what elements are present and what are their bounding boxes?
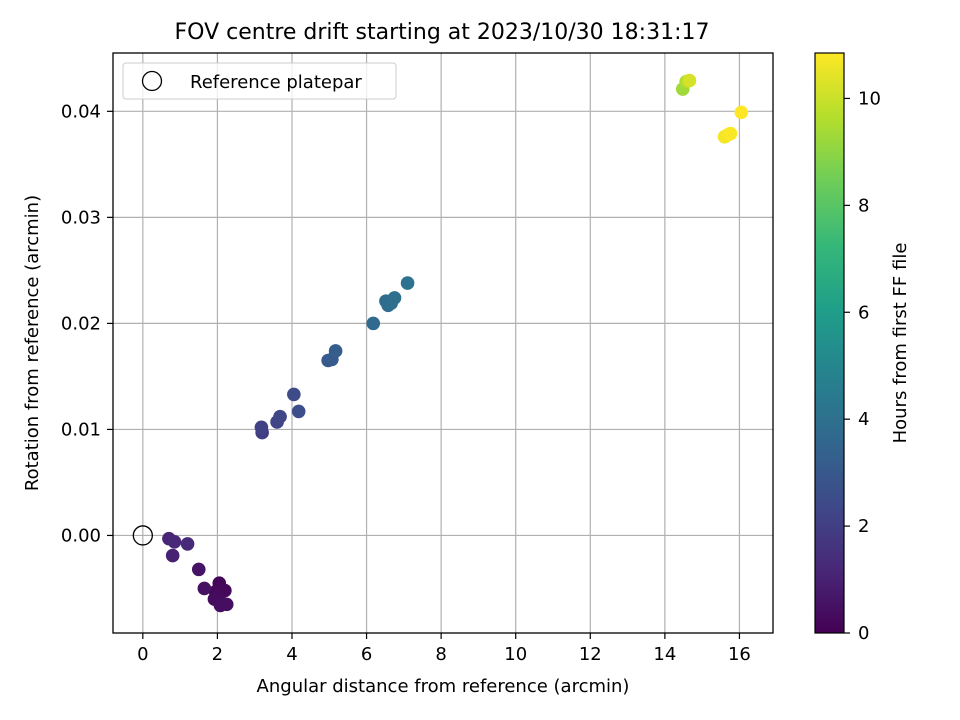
- colorbar-tick-label: 6: [858, 302, 869, 323]
- data-point: [254, 420, 269, 435]
- colorbar-label: Hours from first FF file: [890, 243, 911, 444]
- data-point: [287, 387, 301, 402]
- y-tick-label: 0.01: [61, 419, 101, 440]
- x-tick-label: 0: [137, 644, 148, 665]
- colorbar-tick-label: 0: [858, 623, 869, 644]
- data-point: [180, 537, 195, 551]
- grid: [113, 53, 773, 633]
- data-point: [273, 409, 287, 424]
- y-tick-label: 0.04: [61, 101, 101, 122]
- y-tick-label: 0.02: [61, 313, 101, 334]
- reference-platepar-marker: [132, 525, 153, 546]
- data-point: [328, 344, 343, 358]
- y-axis-ticks: 0.00 0.01 0.02 0.03 0.04: [61, 101, 113, 546]
- plot-frame: [112, 52, 774, 634]
- x-tick-label: 14: [653, 644, 676, 665]
- y-tick-label: 0.00: [61, 525, 101, 546]
- colorbar-tick-label: 8: [858, 195, 869, 216]
- data-point: [400, 276, 415, 290]
- data-points: [132, 73, 749, 613]
- x-tick-label: 2: [212, 644, 223, 665]
- legend-label-reference: Reference platepar: [190, 72, 362, 93]
- x-tick-label: 12: [579, 644, 602, 665]
- x-tick-label: 8: [435, 644, 446, 665]
- x-axis-ticks: 0 2 4 6 8 10 12 14 16: [137, 633, 751, 665]
- data-point: [723, 126, 738, 141]
- x-tick-label: 16: [728, 644, 751, 665]
- colorbar-tick-label: 10: [858, 88, 881, 109]
- legend-marker-reference: [141, 70, 163, 92]
- chart-title: FOV centre drift starting at 2023/10/30 …: [175, 20, 710, 45]
- data-point: [366, 316, 381, 331]
- data-point: [191, 562, 206, 577]
- x-tick-label: 6: [361, 644, 372, 665]
- x-tick-label: 10: [504, 644, 527, 665]
- colorbar-tick-label: 2: [858, 516, 869, 537]
- data-point: [219, 597, 234, 612]
- data-point: [734, 105, 749, 120]
- data-point: [682, 73, 697, 88]
- x-tick-label: 4: [286, 644, 297, 665]
- colorbar-gradient: [815, 53, 844, 633]
- colorbar-tick-label: 4: [858, 409, 869, 430]
- data-point: [291, 404, 306, 419]
- data-point: [387, 291, 402, 305]
- y-tick-label: 0.03: [61, 207, 101, 228]
- colorbar: 0 2 4 6 8 10 Hours from first FF file: [814, 52, 911, 644]
- data-point: [197, 581, 212, 596]
- colorbar-frame: [814, 52, 845, 634]
- colorbar-ticks: 0 2 4 6 8 10: [844, 88, 881, 644]
- legend-box: [122, 62, 397, 100]
- y-axis-label: Rotation from reference (arcmin): [22, 195, 43, 491]
- data-point: [167, 535, 182, 549]
- x-axis-label: Angular distance from reference (arcmin): [257, 676, 630, 697]
- data-point: [165, 548, 180, 563]
- legend: Reference platepar: [122, 62, 397, 100]
